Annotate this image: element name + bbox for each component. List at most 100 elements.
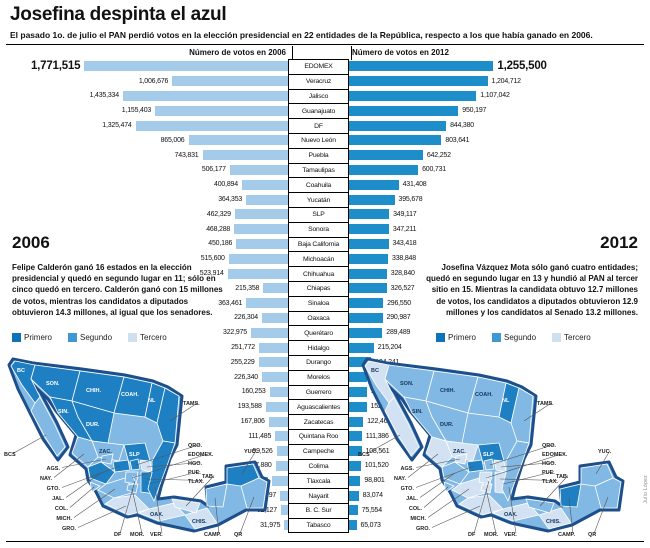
top-divider xyxy=(6,44,644,45)
label-leader-line xyxy=(423,486,449,508)
state-label: B. C. Sur xyxy=(288,503,349,518)
state-label: Michoacán xyxy=(288,251,349,267)
state-label: Hidalgo xyxy=(288,340,349,355)
state-shape-mor xyxy=(480,483,493,494)
bar-2006 xyxy=(227,268,288,279)
state-label-nay: NAY. xyxy=(40,476,52,482)
state-label: Tlaxcala xyxy=(288,473,349,489)
label-leader-line xyxy=(61,465,121,488)
chart-row: 865,006 Nuevo León 803,641 xyxy=(0,133,650,148)
bar-2006 xyxy=(276,446,288,457)
state-label: Sinaloa xyxy=(288,295,349,311)
bar-2006 xyxy=(271,475,288,486)
bar-2006 xyxy=(241,179,288,190)
bar-2006 xyxy=(188,135,288,146)
chart-row: 1,435,334 Jalisco 1,107,042 xyxy=(0,88,650,104)
state-shape-mich xyxy=(451,477,490,499)
label-leader-line xyxy=(415,458,461,468)
value-2012: 431,408 xyxy=(402,181,427,189)
state-label-zac: ZAC. xyxy=(453,449,466,455)
value-2012: 75,554 xyxy=(361,506,382,514)
state-shape-chis xyxy=(184,507,218,530)
bar-2006 xyxy=(135,120,288,131)
bar-2012 xyxy=(349,105,459,116)
state-shape-col xyxy=(89,481,101,493)
label-leader-line xyxy=(169,402,199,422)
label-leader-line xyxy=(12,434,47,454)
state-label: Jalisco xyxy=(288,88,349,104)
chart-row: 506,177 Tamaulipas 600,731 xyxy=(0,162,650,178)
legend-item: Primero xyxy=(436,333,476,342)
state-label-chis: CHIS. xyxy=(546,519,561,525)
state-label: Chiapas xyxy=(288,281,349,296)
value-2012: 1,107,042 xyxy=(480,92,510,100)
label-leader-line xyxy=(241,450,257,475)
state-label-hgo: HGO. xyxy=(542,461,557,467)
value-2012: 642,252 xyxy=(426,151,451,159)
label-leader-line xyxy=(523,402,553,422)
label-leader-line xyxy=(154,486,163,534)
state-label-dur: DUR. xyxy=(440,422,454,428)
legend-swatch-primero xyxy=(436,333,445,342)
value-2006: 450,186 xyxy=(208,240,233,248)
bar-2012 xyxy=(349,120,447,131)
legend-label: Segundo xyxy=(504,333,537,342)
value-2012: 950,197 xyxy=(462,107,487,115)
chart-row: 462,329 SLP 349,117 xyxy=(0,207,650,222)
bar-2006 xyxy=(263,283,288,294)
state-label-ver: VER. xyxy=(504,532,517,538)
mexico-map-svg: BC SON. CHIH. COAH. NL SIN. DUR. ZAC. SLP OAX. CHI… xyxy=(358,357,625,538)
value-2012: 108,561 xyxy=(365,447,390,455)
bar-2006 xyxy=(122,90,288,101)
bar-2006 xyxy=(275,460,288,471)
value-2012: 290,987 xyxy=(386,314,411,322)
label-leader-line xyxy=(485,488,497,534)
bar-2012 xyxy=(349,179,399,190)
legend-2012: Primero Segundo Tercero xyxy=(436,333,591,342)
value-2012: 98,801 xyxy=(364,477,385,485)
bar-2006 xyxy=(234,224,288,235)
bar-2006 xyxy=(258,357,288,368)
state-label-mor: MOR. xyxy=(484,532,499,538)
value-2006: 193,588 xyxy=(237,403,262,411)
state-label-chih: CHIH. xyxy=(86,388,101,394)
label-leader-line xyxy=(77,505,127,528)
value-2006: 865,006 xyxy=(160,136,185,144)
state-label-qr: QR xyxy=(588,532,596,538)
state-shape-ags xyxy=(100,453,114,465)
value-2012: 326,527 xyxy=(390,284,415,292)
state-label-nl: NL xyxy=(148,398,156,404)
bar-2012 xyxy=(349,460,361,471)
value-2006: 215,358 xyxy=(235,284,260,292)
legend-label: Primero xyxy=(448,333,477,342)
value-2006: 523,914 xyxy=(199,270,224,278)
value-2006: 363,461 xyxy=(218,299,243,307)
year-label-2012: 2012 xyxy=(600,233,638,252)
label-leader-line xyxy=(595,450,611,475)
state-shape-nay xyxy=(71,436,99,468)
state-shape-mor xyxy=(126,483,139,494)
value-2006: 468,288 xyxy=(206,225,231,233)
chart-row: 111,485 Quintana Roo 111,386 xyxy=(0,429,650,444)
state-label-tab: TAB. xyxy=(202,474,215,480)
legend-label: Segundo xyxy=(80,333,113,342)
chart-row: 31,975 Tabasco 65,073 xyxy=(0,517,650,533)
state-shape-gto xyxy=(112,459,131,473)
value-2012: 101,520 xyxy=(364,462,389,470)
header-tick-left xyxy=(292,46,293,60)
bar-2006 xyxy=(262,312,288,323)
label-leader-line xyxy=(485,453,564,479)
bar-2012 xyxy=(349,416,364,427)
state-shape-qro xyxy=(483,458,495,471)
state-label-edomex: EDOMEX. xyxy=(542,452,568,458)
label-leader-line xyxy=(366,434,401,454)
state-label-bc: BC xyxy=(17,368,25,374)
state-label-bc: BC xyxy=(371,368,379,374)
mexico-map-2012: BC SON. CHIH. COAH. NL SIN. DUR. ZAC. SLP OAX. CHI… xyxy=(356,357,648,539)
bar-2012 xyxy=(349,61,494,72)
state-label-df: DF xyxy=(468,532,476,538)
legend-item: Primero xyxy=(12,333,52,342)
value-2012: 1,255,500 xyxy=(497,60,547,73)
bar-2012 xyxy=(349,224,389,235)
